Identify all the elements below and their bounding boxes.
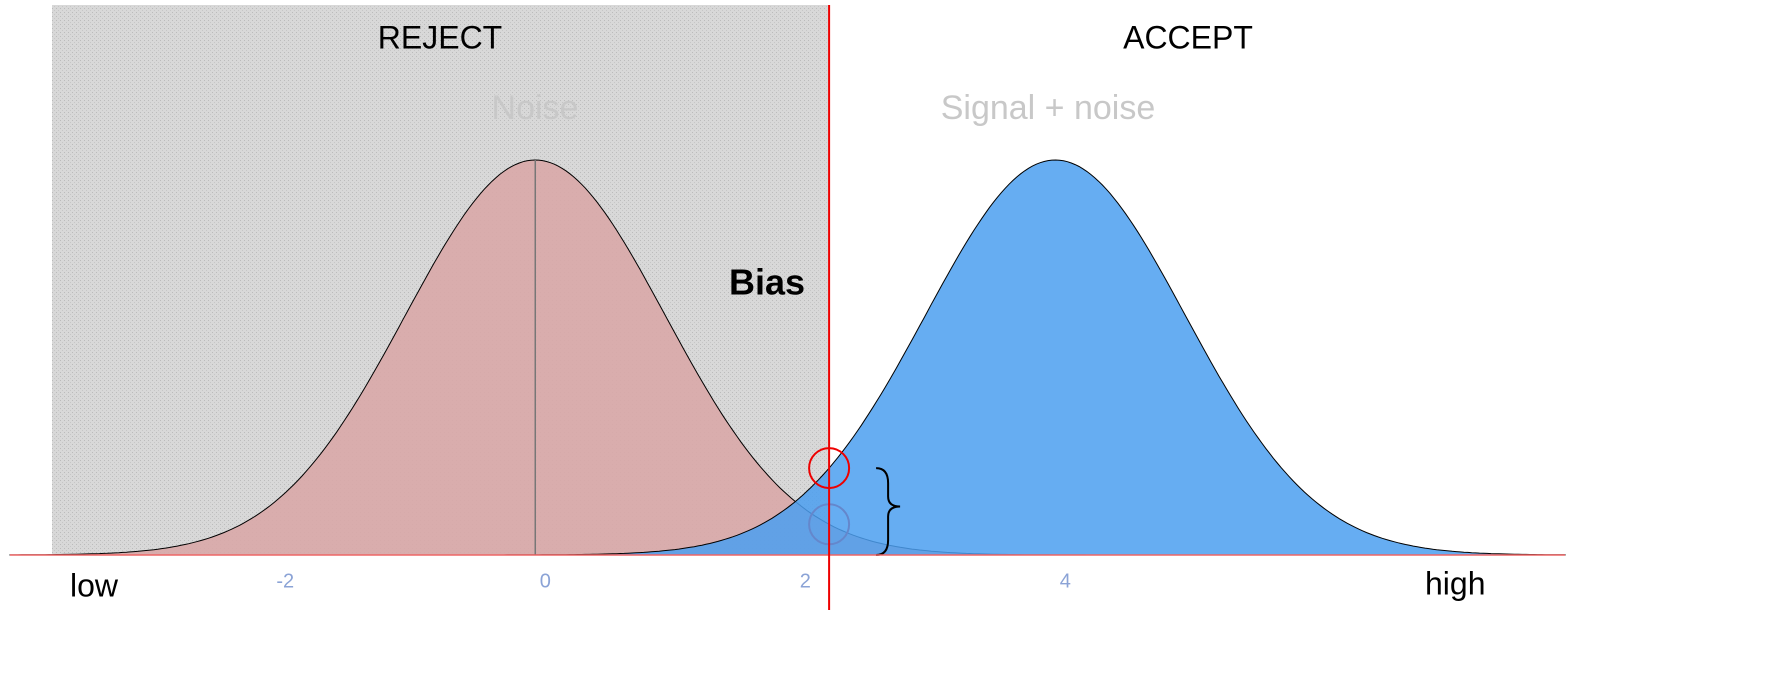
x-tick-label: 0 bbox=[540, 570, 551, 592]
distribution-label: Signal + noise bbox=[941, 89, 1156, 127]
x-tick-label: 2 bbox=[800, 570, 811, 592]
x-tick-label: -2 bbox=[276, 570, 294, 592]
region-label: REJECT bbox=[378, 19, 502, 55]
annotation: Bias bbox=[729, 262, 805, 303]
axis-label: high bbox=[1425, 565, 1486, 601]
brace bbox=[876, 467, 901, 556]
region-label: ACCEPT bbox=[1123, 19, 1253, 55]
distribution-label: Noise bbox=[492, 89, 579, 127]
x-tick-label: 4 bbox=[1060, 570, 1071, 592]
axis-label: low bbox=[70, 567, 119, 603]
